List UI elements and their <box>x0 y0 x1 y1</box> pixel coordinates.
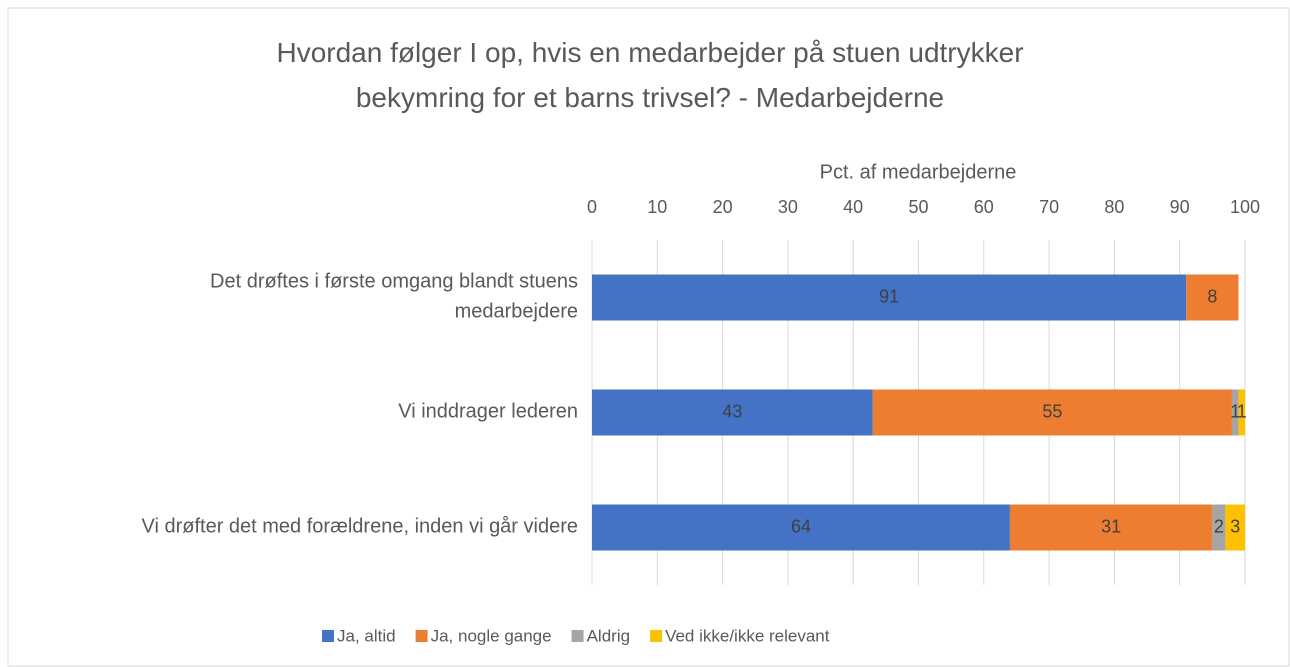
bar-segment <box>1009 504 1213 551</box>
bar-segment <box>872 389 1232 436</box>
x-tick-label: 90 <box>1170 197 1190 217</box>
data-label: 43 <box>722 401 742 421</box>
bar-segment <box>592 389 873 436</box>
legend-swatch <box>650 630 663 642</box>
data-label: 2 <box>1214 516 1224 536</box>
legend-swatch <box>415 630 428 642</box>
bar-segment <box>592 274 1187 321</box>
chart-frame <box>7 7 1290 667</box>
data-label: 1 <box>1230 401 1240 421</box>
y-tick-label: Vi inddrager lederen <box>398 401 578 423</box>
data-label: 8 <box>1207 286 1217 306</box>
data-label: 64 <box>791 516 811 536</box>
x-tick-label: 10 <box>647 197 667 217</box>
bar-segment <box>592 504 1010 551</box>
data-label: 1 <box>1237 401 1247 421</box>
x-tick-label: 80 <box>1104 197 1124 217</box>
bar-segment <box>1186 274 1239 321</box>
legend-swatch <box>322 630 334 642</box>
x-tick-label: 100 <box>1230 197 1260 217</box>
chart-title: Hvordan følger I op, hvis en medarbejder… <box>276 37 1023 113</box>
x-tick-label: 70 <box>1039 197 1059 217</box>
data-label: 3 <box>1230 516 1240 536</box>
x-tick-label: 50 <box>908 197 928 217</box>
bar-segment <box>1238 389 1245 436</box>
bar-segment <box>1212 504 1226 551</box>
bar-segment <box>1225 504 1245 551</box>
x-tick-label: 30 <box>778 197 798 217</box>
y-tick-label: Vi drøfter det med forældrene, inden vi … <box>141 516 578 538</box>
legend-label: Ved ikke/ikke relevant <box>665 626 830 645</box>
data-label: 31 <box>1101 516 1121 536</box>
data-label: 91 <box>879 286 899 306</box>
x-tick-label: 20 <box>713 197 733 217</box>
x-tick-label: 0 <box>587 197 597 217</box>
legend-swatch <box>571 630 584 642</box>
legend-label: Ja, altid <box>337 626 396 645</box>
x-tick-label: 60 <box>974 197 994 217</box>
legend-label: Ja, nogle gange <box>431 626 552 645</box>
data-label: 55 <box>1042 401 1062 421</box>
legend-label: Aldrig <box>587 626 630 645</box>
x-tick-label: 40 <box>843 197 863 217</box>
bar-segment <box>1231 389 1239 436</box>
x-axis-title: Pct. af medarbejderne <box>820 161 1017 183</box>
y-tick-label: Det drøftes i første omgang blandt stuen… <box>210 271 578 323</box>
